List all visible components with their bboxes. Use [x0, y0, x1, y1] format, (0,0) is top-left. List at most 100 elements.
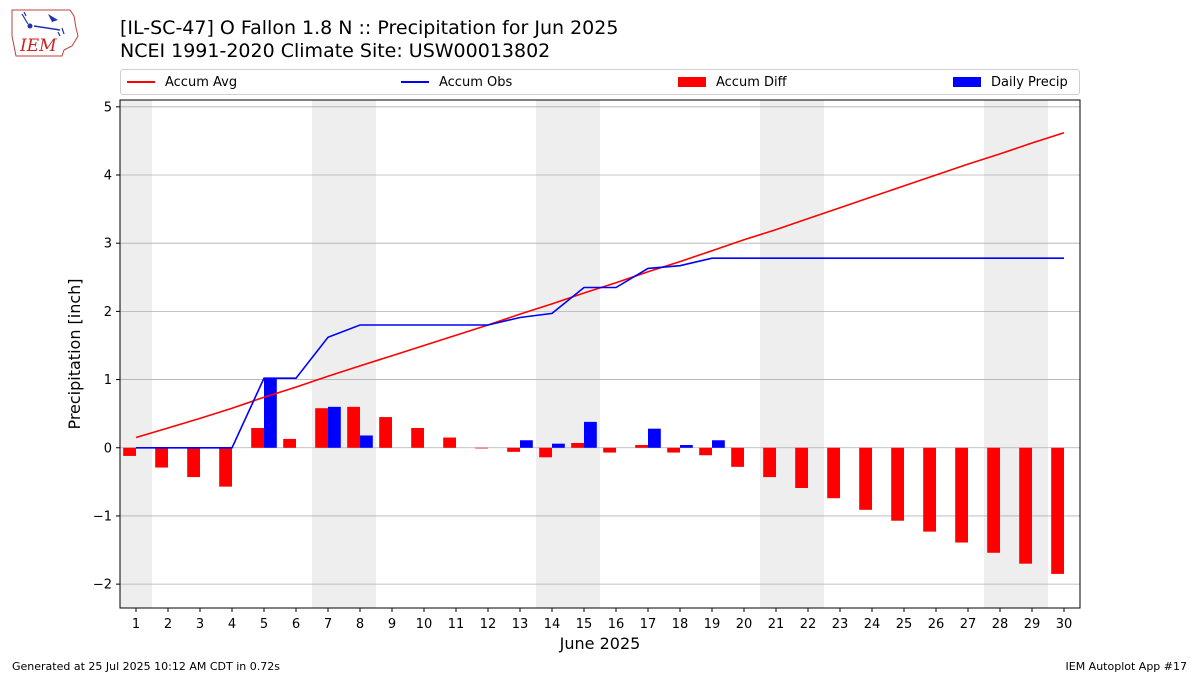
weekend-shade [568, 100, 600, 608]
daily-precip-bar [552, 443, 565, 448]
chart-subtitle: NCEI 1991-2020 Climate Site: USW00013802 [120, 40, 551, 62]
y-tick-label: −2 [93, 578, 112, 593]
accum-diff-bar [763, 447, 776, 478]
x-tick-label: 15 [576, 617, 593, 632]
accum-diff-bar [571, 442, 584, 448]
footer-generated-text: Generated at 25 Jul 2025 10:12 AM CDT in… [12, 660, 280, 673]
accum-diff-bar [955, 447, 968, 543]
accum-diff-bar [987, 447, 1000, 553]
plot-frame [119, 99, 1081, 609]
weekend-shade [312, 100, 344, 608]
accum-diff-bar [411, 427, 424, 448]
daily-precip-bar [680, 445, 693, 448]
legend-item-accum-avg: Accum Avg [127, 70, 237, 94]
x-tick-label: 9 [388, 617, 396, 632]
x-axis-label: June 2025 [559, 634, 641, 653]
accum-diff-bar [699, 447, 712, 456]
accum-diff-bar [923, 447, 936, 532]
legend-swatch-accum-obs [401, 81, 429, 83]
accum-diff-bar [667, 447, 680, 453]
x-tick-label: 11 [448, 617, 465, 632]
x-tick-label: 8 [356, 617, 364, 632]
x-tick-label: 18 [672, 617, 689, 632]
x-tick-label: 19 [704, 617, 721, 632]
chart-title: [IL-SC-47] O Fallon 1.8 N :: Precipitati… [120, 17, 619, 39]
x-tick-label: 29 [1024, 617, 1041, 632]
accum-diff-bar [155, 447, 168, 468]
accum-diff-bar [859, 447, 872, 510]
weekend-shade [344, 100, 376, 608]
x-tick-label: 14 [544, 617, 561, 632]
x-tick-label: 26 [928, 617, 945, 632]
x-tick-label: 3 [196, 617, 204, 632]
x-tick-label: 4 [228, 617, 236, 632]
accum-diff-bar [219, 447, 232, 487]
y-tick-label: 1 [104, 373, 112, 388]
x-tick-label: 6 [292, 617, 300, 632]
accum-diff-bar [187, 447, 200, 478]
y-tick-label: 0 [104, 441, 112, 456]
legend-label-accum-avg: Accum Avg [165, 74, 238, 90]
accum-diff-bar [1051, 447, 1064, 574]
x-tick-label: 17 [640, 617, 657, 632]
y-axis-label: Precipitation [inch] [65, 278, 84, 429]
accum-diff-bar [347, 406, 360, 448]
legend-label-accum-diff: Accum Diff [716, 74, 787, 90]
accum-diff-bar [443, 437, 456, 448]
x-tick-label: 5 [260, 617, 268, 632]
x-tick-label: 25 [896, 617, 913, 632]
x-tick-label: 10 [416, 617, 433, 632]
weekend-shade [536, 100, 568, 608]
y-tick-label: −1 [93, 509, 112, 524]
daily-precip-bar [360, 435, 373, 448]
daily-precip-bar [584, 421, 597, 448]
legend-swatch-daily-precip [953, 77, 981, 87]
legend-swatch-accum-avg [127, 81, 155, 83]
accum-diff-bar [123, 447, 136, 456]
accum-diff-bar [827, 447, 840, 499]
daily-precip-bar [328, 406, 341, 448]
legend-label-accum-obs: Accum Obs [439, 74, 513, 90]
x-tick-label: 12 [480, 617, 497, 632]
chart-legend: Accum Avg Accum Obs Accum Diff Daily Pre… [120, 69, 1080, 95]
weekend-shade [792, 100, 824, 608]
accum-diff-bar [251, 427, 264, 448]
y-tick-label: 4 [104, 169, 112, 184]
x-tick-label: 2 [164, 617, 172, 632]
accum-diff-bar [603, 447, 616, 453]
daily-precip-bar [264, 378, 277, 448]
x-tick-label: 27 [960, 617, 977, 632]
accum-diff-bar [539, 447, 552, 458]
accum-diff-bar [283, 438, 296, 448]
accum-diff-bar [475, 447, 488, 449]
y-tick-label: 3 [104, 237, 112, 252]
daily-precip-bar [648, 428, 661, 448]
x-tick-label: 22 [800, 617, 817, 632]
weekend-shade [760, 100, 792, 608]
legend-item-accum-diff: Accum Diff [678, 70, 787, 94]
x-tick-label: 21 [768, 617, 785, 632]
x-tick-label: 16 [608, 617, 625, 632]
svg-text:IEM: IEM [19, 36, 57, 56]
accum-diff-bar [315, 408, 328, 448]
x-tick-label: 20 [736, 617, 753, 632]
y-tick-label: 5 [104, 100, 112, 115]
iem-logo: IEM [8, 6, 80, 62]
daily-precip-bar [712, 440, 725, 448]
accum-diff-bar [1019, 447, 1032, 564]
x-tick-label: 7 [324, 617, 332, 632]
legend-item-accum-obs: Accum Obs [401, 70, 512, 94]
accum-diff-bar [795, 447, 808, 488]
accum-diff-bar [635, 445, 648, 448]
footer-app-text: IEM Autoplot App #17 [1065, 660, 1188, 673]
legend-swatch-accum-diff [678, 77, 706, 87]
x-tick-label: 13 [512, 617, 529, 632]
accum-diff-bar [891, 447, 904, 521]
x-tick-label: 24 [864, 617, 881, 632]
accum-obs-line [136, 257, 1064, 449]
daily-precip-bar [520, 440, 533, 448]
y-tick-label: 2 [104, 305, 112, 320]
legend-item-daily-precip: Daily Precip [953, 70, 1068, 94]
x-tick-label: 28 [992, 617, 1009, 632]
